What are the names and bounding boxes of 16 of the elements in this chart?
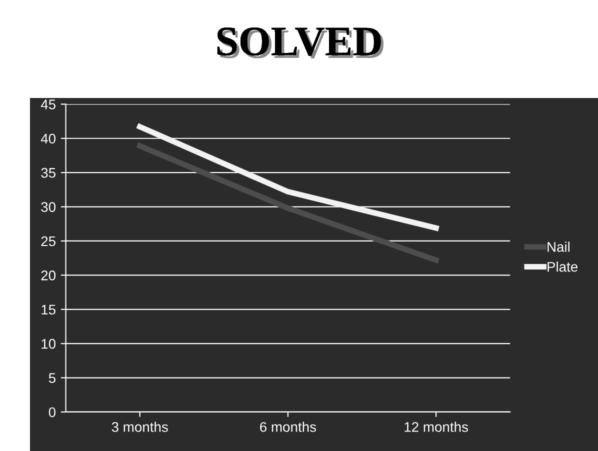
x-tick-label: 6 months: [260, 422, 316, 432]
y-tick-label: 15: [42, 304, 56, 315]
y-tick-label: 25: [41, 236, 56, 246]
y-tick-label: 45: [40, 100, 56, 110]
y-tick-label: 0: [48, 407, 56, 418]
legend-label: Nail: [548, 242, 570, 252]
x-tick-label: 12 months: [404, 422, 468, 432]
x-tick-label: 3 months: [112, 422, 168, 432]
y-tick-label: 30: [41, 202, 56, 212]
y-tick-label: 5: [48, 373, 56, 383]
y-tick-label: 20: [41, 270, 56, 280]
y-tick-label: 40: [40, 134, 56, 144]
legend-label: Plate: [548, 262, 578, 272]
y-tick-label: 35: [41, 168, 56, 178]
y-tick-label: 10: [42, 338, 56, 349]
chart-title: SOLVED: [217, 28, 384, 59]
